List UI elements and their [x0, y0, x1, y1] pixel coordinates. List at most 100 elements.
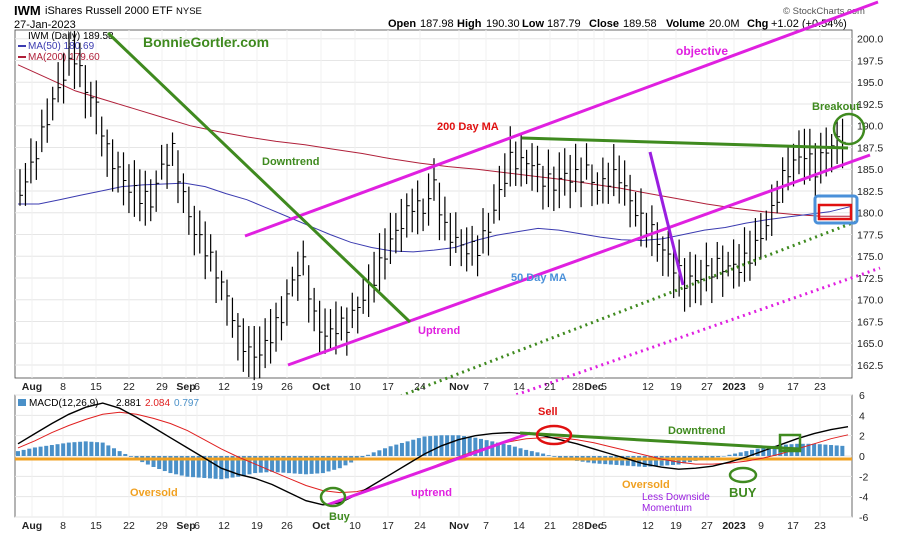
- macd-uptrend-label: uptrend: [411, 487, 452, 499]
- macd-hist-bar: [428, 436, 433, 456]
- macd-hist-bar: [817, 444, 822, 456]
- resistance-line: [521, 136, 849, 150]
- price-y-tick: 180.0: [857, 208, 883, 220]
- price-x-tick: 5: [601, 381, 607, 393]
- price-y-tick: 162.5: [857, 360, 883, 372]
- macd-x-tick: 12: [642, 520, 654, 532]
- macd-hist-bar: [507, 445, 512, 456]
- macd-y-tick: -4: [859, 492, 868, 504]
- macd-hist-bar: [162, 456, 167, 472]
- macd-hist-bar: [721, 456, 726, 457]
- downtrend-label: Downtrend: [262, 156, 319, 168]
- macd-x-tick: Sep: [176, 520, 195, 532]
- macd-hist-bar: [772, 445, 777, 456]
- oversold-label-2: Oversold: [622, 479, 670, 491]
- macd-x-tick: 6: [194, 520, 200, 532]
- price-y-tick: 197.5: [857, 55, 883, 67]
- price-x-tick: 23: [814, 381, 826, 393]
- macd-y-axis: 6 4 2 0 -2 -4 -6: [859, 390, 868, 524]
- ma200-label: 200 Day MA: [437, 121, 499, 133]
- macd-hist-bar: [710, 456, 715, 459]
- macd-x-tick: 5: [601, 520, 607, 532]
- macd-x-tick: 2023: [722, 520, 746, 532]
- macd-hist-bar: [829, 445, 834, 456]
- macd-hist-bar: [123, 453, 128, 456]
- price-x-tick: Oct: [312, 381, 330, 393]
- low-label: Low: [522, 18, 544, 30]
- macd-hist-bar: [106, 445, 111, 456]
- price-y-tick: 167.5: [857, 316, 883, 328]
- purple-drop-line: [648, 151, 685, 286]
- macd-hist-bar: [823, 444, 828, 456]
- macd-hist-bar: [66, 442, 71, 456]
- site-label: BonnieGortler.com: [143, 34, 269, 50]
- macd-hist-bar: [733, 453, 738, 456]
- macd-hist-bar: [332, 456, 337, 470]
- macd-hist-bar: [72, 442, 77, 456]
- macd-x-tick: 14: [513, 520, 525, 532]
- macd-y-tick: 2: [859, 431, 865, 443]
- price-x-tick: 12: [642, 381, 654, 393]
- chg-label: Chg: [747, 18, 768, 30]
- macd-legend-v3: 0.797: [174, 398, 199, 409]
- macd-hist-bar: [213, 456, 218, 479]
- price-x-tick: 28: [572, 381, 584, 393]
- price-y-tick: 165.0: [857, 338, 883, 350]
- macd-hist-bar: [258, 456, 263, 473]
- ticker-name: iShares Russell 2000 ETF: [45, 5, 173, 17]
- price-x-tick: 22: [123, 381, 135, 393]
- macd-hist-bar: [16, 451, 20, 456]
- macd-hist-bar: [174, 456, 179, 475]
- price-y-tick: 175.0: [857, 251, 883, 263]
- macd-y-tick: 0: [859, 451, 865, 463]
- price-x-tick: 24: [414, 381, 426, 393]
- macd-hist-bar: [281, 456, 286, 473]
- breakout-label: Breakout: [812, 101, 860, 113]
- macd-x-tick: 28: [572, 520, 584, 532]
- price-x-tick: 26: [281, 381, 293, 393]
- macd-x-tick: 19: [251, 520, 263, 532]
- macd-hist-bar: [202, 456, 207, 478]
- macd-hist-bar: [834, 445, 839, 456]
- price-y-tick: 200.0: [857, 34, 883, 46]
- price-x-tick: 7: [483, 381, 489, 393]
- macd-hist-bar: [95, 442, 100, 456]
- macd-hist-bar: [558, 456, 563, 459]
- price-x-tick: 19: [670, 381, 682, 393]
- macd-hist-bar: [524, 449, 529, 456]
- macd-hist-bar: [445, 435, 450, 456]
- macd-hist-bar: [44, 445, 49, 456]
- macd-hist-bar: [111, 448, 116, 456]
- open-label: Open: [388, 18, 416, 30]
- price-x-tick: Nov: [449, 381, 469, 393]
- macd-hist-bar: [326, 456, 331, 472]
- macd-hist-bar: [207, 456, 212, 479]
- macd-x-tick: 29: [156, 520, 168, 532]
- momentum-label: Momentum: [642, 503, 692, 514]
- legend-price: IWM (Daily) 189.58: [28, 31, 114, 42]
- price-x-tick: 15: [90, 381, 102, 393]
- price-x-tick: 8: [60, 381, 66, 393]
- macd-x-tick: 23: [814, 520, 826, 532]
- price-x-tick: 10: [349, 381, 361, 393]
- macd-x-tick: Oct: [312, 520, 330, 532]
- watermark: © StockCharts.com: [783, 6, 865, 17]
- macd-x-tick: Nov: [449, 520, 469, 532]
- price-y-tick: 190.0: [857, 121, 883, 133]
- close-value: 189.58: [623, 18, 657, 30]
- price-x-tick: 14: [513, 381, 525, 393]
- price-x-tick: Aug: [22, 381, 42, 393]
- lower-channel-line: [287, 153, 871, 367]
- uptrend-label: Uptrend: [418, 325, 460, 337]
- price-x-tick: 2023: [722, 381, 746, 393]
- low-value: 187.79: [547, 18, 581, 30]
- macd-hist-bar: [179, 456, 184, 476]
- macd-y-tick: -6: [859, 512, 868, 524]
- macd-breakout-box: [778, 433, 802, 453]
- macd-hist-bar: [501, 443, 506, 456]
- macd-x-tick: 12: [218, 520, 230, 532]
- price-x-tick: 17: [787, 381, 799, 393]
- price-x-tick: 9: [758, 381, 764, 393]
